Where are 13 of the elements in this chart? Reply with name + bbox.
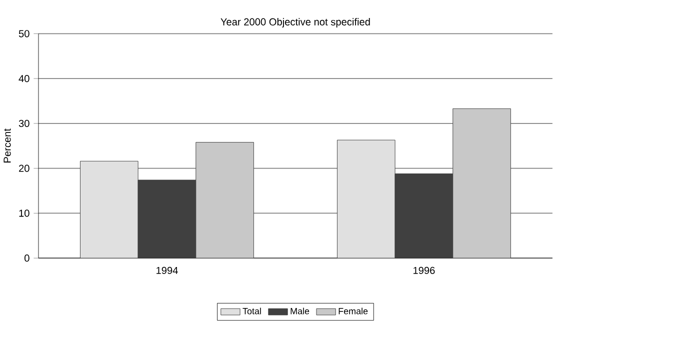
legend-label: Total — [242, 308, 261, 314]
y-tick-label: 0 — [24, 254, 30, 262]
x-tick-label: 1996 — [414, 266, 435, 274]
y-axis-title: Percent — [4, 128, 11, 162]
legend-label: Male — [290, 308, 310, 314]
x-tick-label: 1994 — [156, 266, 178, 274]
y-tick-label: 40 — [18, 74, 30, 82]
y-tick-label: 20 — [19, 164, 30, 172]
legend-label: Female — [338, 308, 368, 314]
y-tick-label: 30 — [18, 120, 30, 127]
chart-title: Year 2000 Objective not specified — [220, 18, 370, 28]
y-tick-label: 50 — [18, 30, 30, 38]
y-tick-label: 10 — [19, 209, 30, 217]
